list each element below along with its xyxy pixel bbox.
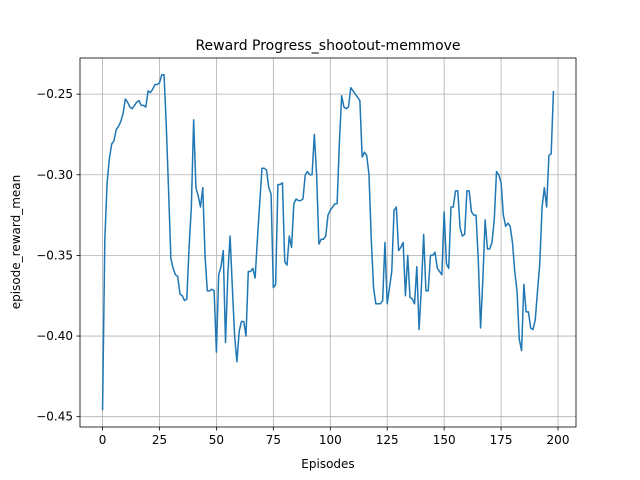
y-tick-label: −0.25: [36, 87, 73, 101]
x-tick-label: 75: [266, 433, 281, 447]
y-tick-label: −0.40: [36, 329, 73, 343]
chart-title: Reward Progress_shootout-memmove: [195, 38, 460, 54]
x-tick-label: 100: [319, 433, 342, 447]
x-tick-label: 50: [209, 433, 224, 447]
x-tick-label: 0: [99, 433, 107, 447]
plot-frame: [79, 57, 577, 428]
x-axis-label: Episodes: [301, 457, 354, 471]
x-tick-label: 25: [152, 433, 167, 447]
y-tick-label: −0.30: [36, 168, 73, 182]
x-tick-label: 150: [433, 433, 456, 447]
x-tick-label: 200: [547, 433, 570, 447]
x-tick-label: 125: [376, 433, 399, 447]
y-tick-label: −0.35: [36, 248, 73, 262]
x-tick-label: 175: [490, 433, 513, 447]
y-tick-label: −0.45: [36, 410, 73, 424]
y-axis-label: episode_reward_mean: [9, 175, 23, 310]
line-series: [101, 74, 555, 411]
